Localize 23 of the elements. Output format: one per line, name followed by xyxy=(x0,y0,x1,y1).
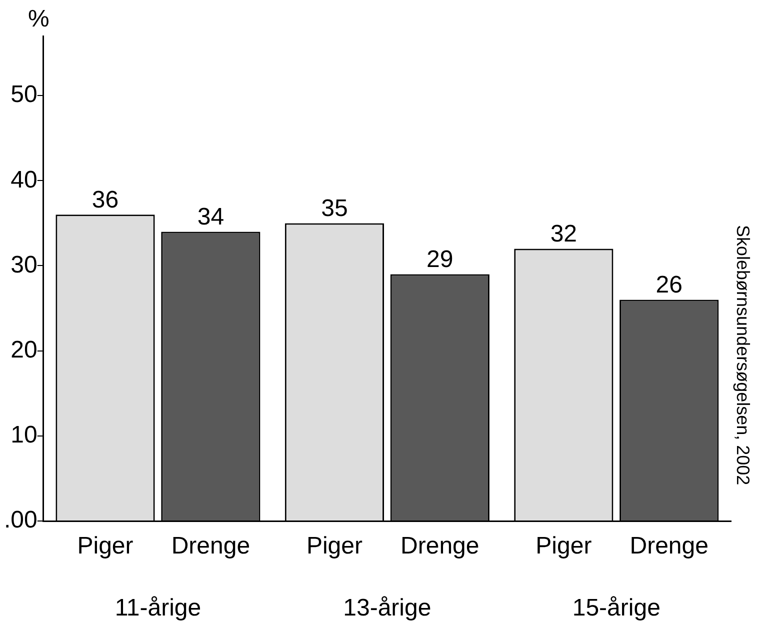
text: Skolebørnsundersøgelsen, 2002 xyxy=(733,225,754,486)
x-tick-label: 11-årige xyxy=(114,594,202,622)
text: Drenge xyxy=(400,532,480,560)
y-tick-label: 30 xyxy=(10,251,38,278)
data-label: 36 xyxy=(92,186,119,214)
series-label: Drenge xyxy=(171,532,250,560)
data-label: 34 xyxy=(197,203,224,230)
series-label: Piger xyxy=(77,532,134,560)
y-tick-label: 20 xyxy=(10,336,38,364)
text: Drenge xyxy=(630,532,708,560)
text: Piger xyxy=(306,532,362,560)
y-tick-label: .00 xyxy=(4,506,38,534)
data-label: 26 xyxy=(656,271,682,298)
data-label: 29 xyxy=(426,246,454,273)
data-label: 35 xyxy=(321,194,348,222)
y-tick-label: 10 xyxy=(10,422,38,449)
text: Piger xyxy=(536,532,592,560)
y-tick-label: 40 xyxy=(10,166,38,194)
x-tick-label: 15-årige xyxy=(572,594,660,622)
data-label: 32 xyxy=(550,220,578,248)
x-tick-label: 13-årige xyxy=(343,594,432,622)
y-tick-label: 50 xyxy=(10,81,38,108)
y-axis-title: % xyxy=(28,6,50,33)
